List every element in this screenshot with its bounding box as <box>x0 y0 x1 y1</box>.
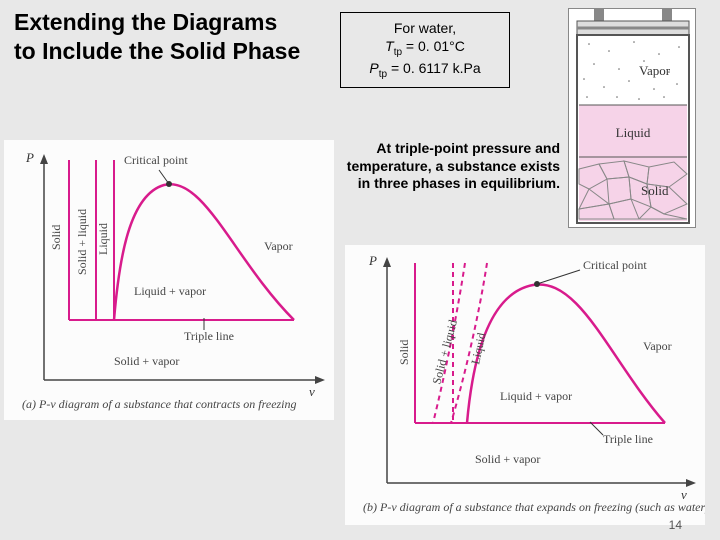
diagB-liquidvapor: Liquid + vapor <box>500 389 572 403</box>
diagB-triple: Triple line <box>603 432 653 446</box>
pv-diagram-a: P v Critical point Solid Solid + liquid … <box>4 140 334 420</box>
waterbox-T: Ttp = 0. 01°C <box>349 37 501 59</box>
triple-point-caption: At triple-point pressure and temperature… <box>340 140 560 193</box>
diagB-critical: Critical point <box>583 258 647 272</box>
phase-cylinder: Vapor Liquid Solid <box>568 8 696 228</box>
diagB-solidvapor: Solid + vapor <box>475 452 540 466</box>
cyl-vapor-label: Vapor <box>639 63 671 78</box>
pv-diagram-b: P v Critical point Solid Solid + liquid … <box>345 245 705 525</box>
diagB-caption: (b) P-v diagram of a substance that expa… <box>363 500 705 514</box>
waterbox-Psub: tp <box>379 69 387 80</box>
waterbox-P: Ptp = 0. 6117 k.Pa <box>349 59 501 81</box>
waterbox-Pval: = 0. 6117 k.Pa <box>387 60 481 76</box>
waterbox-Tval: = 0. 01°C <box>402 38 465 54</box>
cyl-solid-label: Solid <box>641 183 669 198</box>
diagA-solidliquid: Solid + liquid <box>75 209 89 275</box>
diagA-liquid: Liquid <box>96 223 110 255</box>
diagB-yaxis: P <box>368 253 377 268</box>
diagA-vapor: Vapor <box>264 239 293 253</box>
diagA-triple: Triple line <box>184 329 234 343</box>
diagB-liquid: Liquid <box>468 331 488 365</box>
slide-title: Extending the Diagrams to Include the So… <box>14 8 304 66</box>
diagB-vapor: Vapor <box>643 339 672 353</box>
diagA-solidvapor: Solid + vapor <box>114 354 179 368</box>
diagA-caption: (a) P-v diagram of a substance that cont… <box>22 397 297 411</box>
waterbox-Tsub: tp <box>394 47 402 58</box>
diagA-solid: Solid <box>49 225 63 250</box>
page-number: 14 <box>669 518 682 532</box>
diagA-yaxis: P <box>25 150 34 165</box>
cyl-liquid-label: Liquid <box>616 125 651 140</box>
waterbox-Psym: P <box>369 60 378 76</box>
waterbox-line1: For water, <box>349 19 501 37</box>
diagB-solidliquid: Solid + liquid <box>429 318 460 385</box>
diagB-solid: Solid <box>397 340 411 365</box>
diagA-xaxis: v <box>309 384 315 399</box>
waterbox-Tsym: T <box>385 38 394 54</box>
diagA-liquidvapor: Liquid + vapor <box>134 284 206 298</box>
diagA-critical: Critical point <box>124 153 188 167</box>
water-triple-point-box: For water, Ttp = 0. 01°C Ptp = 0. 6117 k… <box>340 12 510 88</box>
